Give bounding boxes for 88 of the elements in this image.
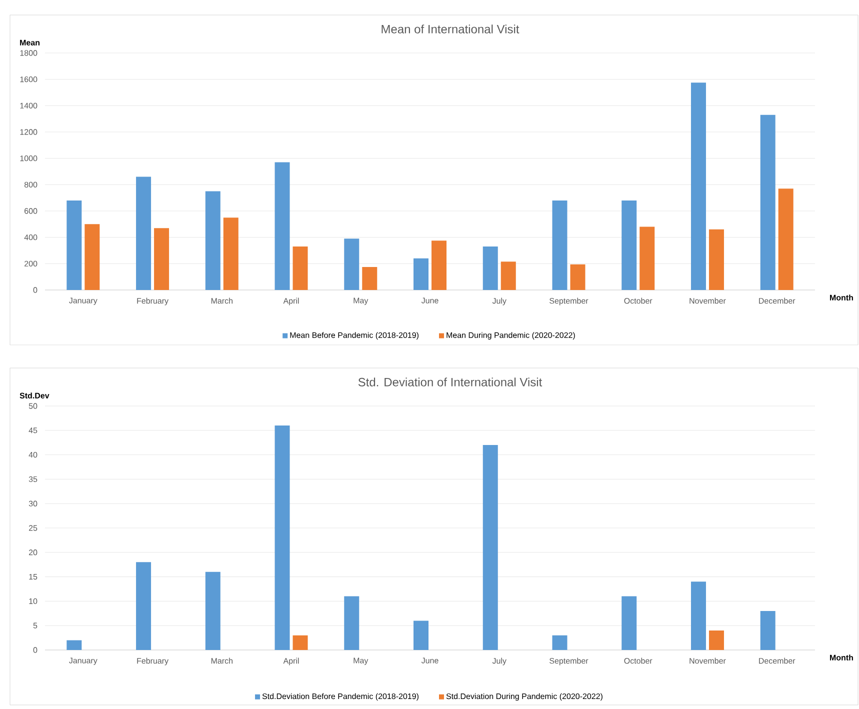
y-tick-label: 5 bbox=[33, 622, 38, 628]
x-tick-label: June bbox=[421, 298, 438, 304]
y-tick-label: 1000 bbox=[20, 155, 38, 162]
x-tick-label: April bbox=[283, 658, 299, 666]
y-tick-label: 0 bbox=[33, 287, 38, 293]
legend-label: Mean Before Pandemic (2018-2019) bbox=[290, 332, 418, 340]
bar bbox=[292, 635, 308, 650]
bar bbox=[136, 176, 152, 290]
x-axis-title: Month bbox=[830, 294, 853, 300]
x-tick-label: November bbox=[690, 298, 726, 304]
bar bbox=[136, 562, 152, 650]
bar bbox=[205, 191, 220, 290]
x-tick-label: May bbox=[354, 658, 368, 665]
bar bbox=[482, 246, 498, 290]
x-tick-label: January bbox=[69, 658, 98, 665]
y-tick-label: 1800 bbox=[20, 50, 38, 56]
legend-label: Std.Deviation During Pandemic (2020-2022) bbox=[446, 693, 602, 701]
x-tick-label: March bbox=[211, 658, 232, 664]
bar bbox=[760, 610, 776, 650]
x-tick-label: July bbox=[492, 658, 506, 666]
bar bbox=[414, 258, 429, 290]
x-tick-label: June bbox=[421, 658, 438, 664]
y-tick-label: 0 bbox=[33, 647, 38, 653]
y-axis-title: Std.Dev bbox=[20, 392, 50, 398]
bar bbox=[690, 82, 706, 290]
bar bbox=[708, 229, 724, 290]
y-tick-label: 10 bbox=[29, 598, 38, 604]
x-tick-label: February bbox=[137, 658, 169, 666]
y-tick-label: 1400 bbox=[20, 102, 38, 108]
bar bbox=[622, 596, 637, 650]
x-tick-label: May bbox=[354, 298, 368, 305]
y-tick-label: 15 bbox=[29, 574, 38, 580]
bar bbox=[552, 200, 568, 290]
y-tick-label: 20 bbox=[28, 550, 38, 556]
bar bbox=[344, 238, 360, 290]
bar bbox=[154, 228, 170, 290]
x-tick-label: October bbox=[624, 298, 652, 304]
x-tick-label: January bbox=[69, 298, 98, 305]
y-tick-label: 400 bbox=[24, 234, 38, 240]
bar bbox=[66, 200, 82, 290]
x-tick-label: December bbox=[759, 658, 796, 664]
bar bbox=[640, 226, 655, 290]
bar bbox=[274, 162, 290, 290]
x-axis-title: Month bbox=[830, 654, 853, 660]
bar bbox=[690, 582, 706, 650]
bar bbox=[274, 426, 290, 650]
x-tick-label: July bbox=[492, 298, 506, 306]
bar bbox=[482, 445, 498, 650]
x-tick-label: February bbox=[137, 298, 169, 306]
y-axis-title: Mean bbox=[20, 40, 40, 46]
y-tick-label: 35 bbox=[28, 476, 38, 482]
y-tick-label: 200 bbox=[24, 260, 38, 266]
y-tick-label: 40 bbox=[28, 452, 38, 458]
y-tick-label: 50 bbox=[28, 403, 38, 409]
y-tick-label: 1200 bbox=[20, 129, 38, 135]
bar bbox=[500, 262, 516, 290]
bar bbox=[292, 246, 308, 290]
bar bbox=[84, 224, 100, 290]
x-tick-label: November bbox=[690, 658, 726, 664]
x-tick-label: October bbox=[624, 658, 652, 664]
x-tick-label: December bbox=[759, 298, 796, 304]
chart-title: Mean of International Visit bbox=[382, 24, 520, 34]
y-tick-label: 30 bbox=[28, 500, 38, 506]
y-tick-label: 25 bbox=[28, 525, 38, 531]
bar bbox=[622, 200, 637, 290]
bar bbox=[414, 620, 429, 650]
bar bbox=[570, 264, 586, 290]
y-tick-label: 45 bbox=[28, 428, 38, 434]
chart-title: Std. Deviation of International Visit bbox=[358, 378, 542, 386]
y-tick-label: 800 bbox=[24, 182, 38, 188]
bar bbox=[362, 266, 378, 290]
bar bbox=[778, 188, 794, 290]
x-tick-label: September bbox=[550, 298, 588, 306]
bar bbox=[344, 596, 360, 650]
legend-label: Mean During Pandemic (2020-2022) bbox=[446, 332, 575, 340]
legend-label: Std.Deviation Before Pandemic (2018-2019) bbox=[262, 693, 418, 701]
x-tick-label: September bbox=[550, 658, 588, 666]
bar bbox=[432, 240, 447, 290]
y-tick-label: 1600 bbox=[20, 76, 38, 82]
y-tick-label: 600 bbox=[24, 208, 38, 214]
bar bbox=[66, 640, 82, 650]
bar bbox=[552, 635, 568, 650]
x-tick-label: April bbox=[283, 298, 299, 306]
bar bbox=[708, 630, 724, 650]
bar bbox=[760, 114, 776, 290]
bar bbox=[223, 218, 238, 290]
x-tick-label: March bbox=[211, 298, 232, 304]
bar bbox=[205, 572, 220, 650]
